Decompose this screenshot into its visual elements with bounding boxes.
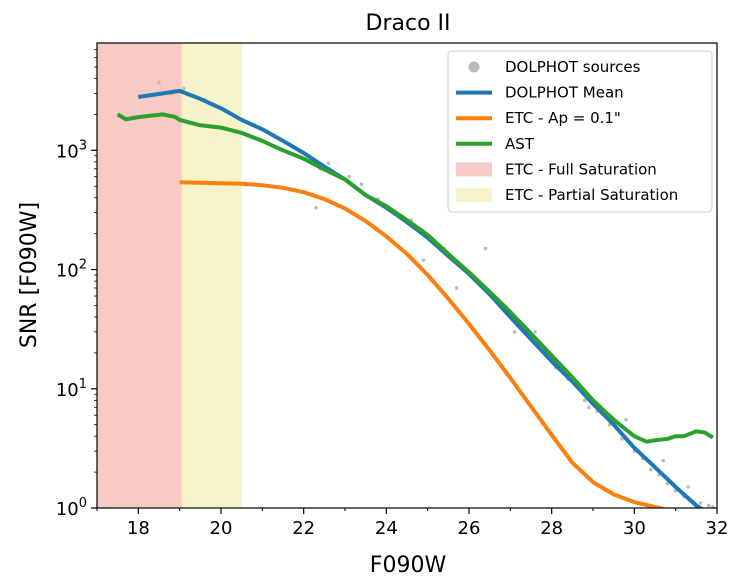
- x-tick-label: 32: [706, 518, 729, 539]
- legend-label: DOLPHOT Mean: [505, 84, 624, 102]
- legend-label: AST: [505, 135, 535, 153]
- scatter-point: [587, 405, 591, 410]
- axes-frame: [96, 42, 718, 509]
- scatter-point: [620, 437, 624, 441]
- scatter-point: [706, 503, 711, 508]
- scatter-point: [454, 286, 459, 290]
- x-tick-label: 20: [210, 518, 233, 539]
- legend-box: [447, 50, 713, 213]
- scatter-point: [698, 501, 703, 505]
- scatter-point: [421, 258, 426, 262]
- legend-label: ETC - Full Saturation: [505, 160, 657, 178]
- series-line-1: [179, 180, 664, 508]
- y-tick-label: 100: [56, 496, 87, 520]
- legend-patch: [456, 162, 492, 177]
- scatter-point: [182, 86, 186, 91]
- x-tick-label: 28: [540, 518, 563, 539]
- scatter-point: [665, 481, 670, 486]
- legend: DOLPHOT sources DOLPHOT Mean ETC - Ap = 0.…: [447, 50, 713, 213]
- scatter-point: [649, 467, 653, 472]
- y-axis-ticks: 100 101 102 103: [56, 49, 97, 520]
- legend-label: DOLPHOT sources: [505, 58, 641, 76]
- x-tick-label: 26: [458, 518, 481, 539]
- legend-items: DOLPHOT sources DOLPHOT Mean ETC - Ap = 0.…: [456, 58, 678, 204]
- series-lines: [116, 88, 714, 508]
- saturation-regions: [97, 43, 242, 508]
- x-axis-ticks: 18 20 22 24 26 28 30 32: [96, 508, 729, 539]
- y-axis-label: SNR [F090W]: [17, 202, 42, 348]
- scatter-point: [483, 246, 488, 251]
- legend-label: ETC - Partial Saturation: [505, 186, 678, 204]
- scatter-point: [326, 161, 331, 165]
- scatter-point: [711, 505, 715, 508]
- legend-patch: [456, 188, 492, 202]
- y-tick-label: 101: [56, 377, 87, 401]
- scatter-point: [582, 398, 587, 403]
- y-tick-label: 103: [56, 138, 87, 162]
- region-1: [181, 43, 242, 508]
- scatter-point: [347, 174, 351, 179]
- scatter-point: [512, 330, 517, 334]
- plot-area: [97, 43, 715, 508]
- scatter-point: [157, 80, 161, 85]
- x-tick-label: 18: [127, 518, 150, 539]
- scatter-point: [359, 182, 364, 186]
- y-tick-label: 102: [56, 258, 87, 282]
- scatter-point: [533, 330, 537, 334]
- x-tick-label: 24: [375, 518, 398, 539]
- scatter-point: [661, 458, 666, 463]
- x-axis-label: F090W: [370, 553, 447, 578]
- scatter-point: [686, 485, 690, 489]
- legend-label: ETC - Ap = 0.1": [505, 109, 621, 127]
- series-line-2: [116, 112, 714, 444]
- chart-title: Draco II: [366, 11, 451, 36]
- scatter-point: [314, 205, 318, 210]
- x-tick-label: 30: [623, 518, 646, 539]
- scatter-point: [624, 417, 628, 422]
- legend-marker: [468, 61, 480, 73]
- x-tick-label: 22: [292, 518, 315, 539]
- region-0: [97, 43, 182, 508]
